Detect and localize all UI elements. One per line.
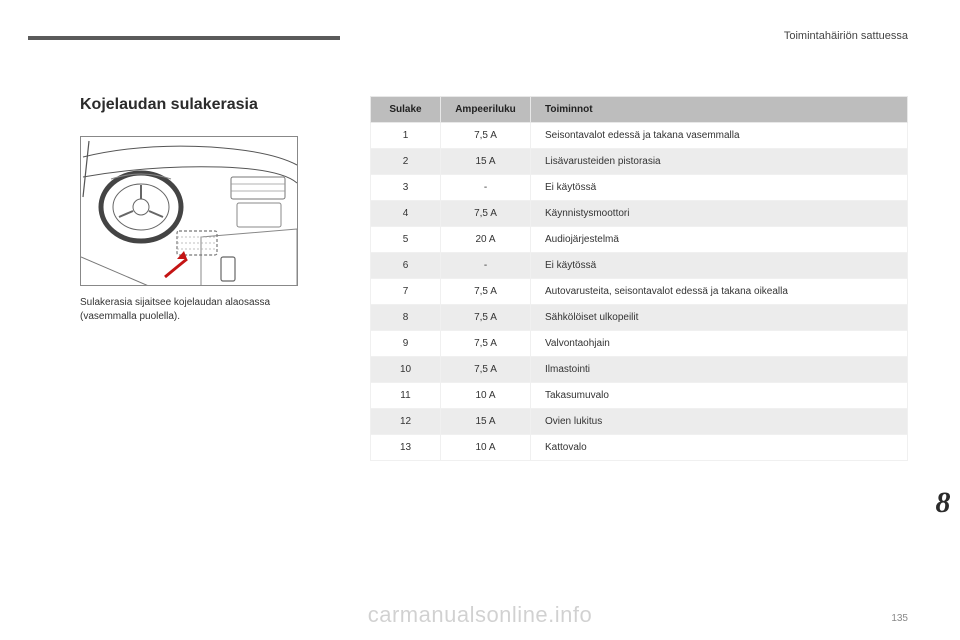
cell-func: Valvontaohjain xyxy=(531,331,908,357)
table-row: 87,5 ASähkölöiset ulkopeilit xyxy=(371,305,908,331)
cell-amp: 7,5 A xyxy=(441,331,531,357)
table-row: 1310 AKattovalo xyxy=(371,435,908,461)
illustration-caption: Sulakerasia sijaitsee kojelaudan alaosas… xyxy=(80,296,298,323)
table-row: 17,5 ASeisontavalot edessä ja takana vas… xyxy=(371,123,908,149)
section-label: Toimintahäiriön sattuessa xyxy=(784,30,908,42)
cell-amp: 10 A xyxy=(441,435,531,461)
cell-amp: - xyxy=(441,175,531,201)
col-header-fuse: Sulake xyxy=(371,97,441,123)
cell-amp: 15 A xyxy=(441,409,531,435)
chapter-tab: 8 xyxy=(926,480,960,526)
header-accent-bar xyxy=(28,36,340,40)
cell-fuse: 5 xyxy=(371,227,441,253)
cell-func: Audiojärjestelmä xyxy=(531,227,908,253)
fuse-table: Sulake Ampeeriluku Toiminnot 17,5 ASeiso… xyxy=(370,96,908,461)
cell-fuse: 12 xyxy=(371,409,441,435)
cell-amp: 7,5 A xyxy=(441,305,531,331)
cell-amp: 20 A xyxy=(441,227,531,253)
cell-func: Autovarusteita, seisontavalot edessä ja … xyxy=(531,279,908,305)
table-row: 47,5 AKäynnistysmoottori xyxy=(371,201,908,227)
table-row: 107,5 AIlmastointi xyxy=(371,357,908,383)
cell-fuse: 4 xyxy=(371,201,441,227)
cell-fuse: 6 xyxy=(371,253,441,279)
cell-fuse: 3 xyxy=(371,175,441,201)
cell-amp: 15 A xyxy=(441,149,531,175)
page-number: 135 xyxy=(891,613,908,624)
cell-fuse: 13 xyxy=(371,435,441,461)
cell-func: Ei käytössä xyxy=(531,175,908,201)
table-row: 520 AAudiojärjestelmä xyxy=(371,227,908,253)
cell-amp: 10 A xyxy=(441,383,531,409)
cell-fuse: 1 xyxy=(371,123,441,149)
cell-func: Ovien lukitus xyxy=(531,409,908,435)
col-header-amp: Ampeeriluku xyxy=(441,97,531,123)
cell-func: Takasumuvalo xyxy=(531,383,908,409)
content-area: Kojelaudan sulakerasia xyxy=(80,96,908,461)
watermark: carmanualsonline.info xyxy=(368,602,593,628)
cell-fuse: 2 xyxy=(371,149,441,175)
table-row: 3-Ei käytössä xyxy=(371,175,908,201)
cell-fuse: 8 xyxy=(371,305,441,331)
cell-func: Lisävarusteiden pistorasia xyxy=(531,149,908,175)
cell-func: Seisontavalot edessä ja takana vasemmall… xyxy=(531,123,908,149)
cell-amp: - xyxy=(441,253,531,279)
dashboard-illustration xyxy=(80,136,298,286)
cell-func: Ei käytössä xyxy=(531,253,908,279)
table-row: 97,5 AValvontaohjain xyxy=(371,331,908,357)
cell-amp: 7,5 A xyxy=(441,357,531,383)
right-column: Sulake Ampeeriluku Toiminnot 17,5 ASeiso… xyxy=(370,96,908,461)
cell-amp: 7,5 A xyxy=(441,201,531,227)
cell-func: Käynnistysmoottori xyxy=(531,201,908,227)
table-row: 1215 AOvien lukitus xyxy=(371,409,908,435)
cell-amp: 7,5 A xyxy=(441,279,531,305)
cell-amp: 7,5 A xyxy=(441,123,531,149)
cell-func: Kattovalo xyxy=(531,435,908,461)
table-row: 6-Ei käytössä xyxy=(371,253,908,279)
page-title: Kojelaudan sulakerasia xyxy=(80,96,340,114)
table-row: 77,5 AAutovarusteita, seisontavalot edes… xyxy=(371,279,908,305)
cell-func: Ilmastointi xyxy=(531,357,908,383)
left-column: Kojelaudan sulakerasia xyxy=(80,96,340,461)
cell-func: Sähkölöiset ulkopeilit xyxy=(531,305,908,331)
table-row: 1110 ATakasumuvalo xyxy=(371,383,908,409)
table-row: 215 ALisävarusteiden pistorasia xyxy=(371,149,908,175)
cell-fuse: 11 xyxy=(371,383,441,409)
cell-fuse: 10 xyxy=(371,357,441,383)
col-header-func: Toiminnot xyxy=(531,97,908,123)
cell-fuse: 7 xyxy=(371,279,441,305)
cell-fuse: 9 xyxy=(371,331,441,357)
table-header-row: Sulake Ampeeriluku Toiminnot xyxy=(371,97,908,123)
